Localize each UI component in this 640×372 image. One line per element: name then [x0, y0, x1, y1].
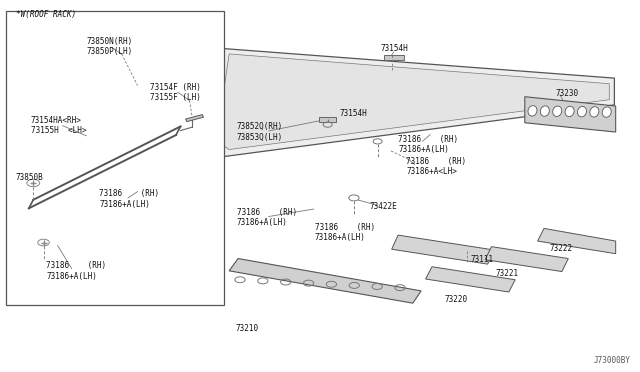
Text: 73186    (RH)
73186+A(LH): 73186 (RH) 73186+A(LH)	[99, 189, 159, 209]
Ellipse shape	[553, 106, 562, 116]
Text: 73154H: 73154H	[339, 109, 367, 118]
Ellipse shape	[577, 106, 586, 117]
Polygon shape	[186, 115, 204, 122]
Polygon shape	[206, 48, 614, 157]
Text: 73186    (RH)
73186+A<LH>: 73186 (RH) 73186+A<LH>	[406, 157, 467, 176]
Text: 73221: 73221	[496, 269, 519, 278]
Ellipse shape	[565, 106, 574, 117]
Text: 73220: 73220	[445, 295, 468, 304]
Ellipse shape	[528, 106, 537, 116]
Text: *W(ROOF RACK): *W(ROOF RACK)	[16, 10, 76, 19]
Text: 73230: 73230	[556, 89, 579, 98]
Polygon shape	[216, 54, 609, 150]
Polygon shape	[426, 267, 515, 292]
Text: 73186    (RH)
73186+A(LH): 73186 (RH) 73186+A(LH)	[398, 135, 458, 154]
Polygon shape	[485, 247, 568, 272]
Text: 73186    (RH)
73186+A(LH): 73186 (RH) 73186+A(LH)	[237, 208, 297, 227]
Text: 73154F (RH)
73155F (LH): 73154F (RH) 73155F (LH)	[150, 83, 201, 102]
Text: 73850B: 73850B	[16, 173, 44, 182]
Polygon shape	[384, 55, 404, 60]
Text: 73154HA<RH>
73155H  <LH>: 73154HA<RH> 73155H <LH>	[31, 116, 86, 135]
Ellipse shape	[590, 107, 599, 117]
Polygon shape	[319, 117, 336, 122]
Polygon shape	[538, 228, 616, 254]
Ellipse shape	[540, 106, 549, 116]
Bar	[6, 11, 224, 305]
Text: 73186    (RH)
73186+A(LH): 73186 (RH) 73186+A(LH)	[46, 261, 106, 280]
Text: 73422E: 73422E	[370, 202, 397, 211]
Polygon shape	[392, 235, 494, 264]
Text: 73210: 73210	[236, 324, 259, 333]
Text: 73186    (RH)
73186+A(LH): 73186 (RH) 73186+A(LH)	[315, 223, 375, 242]
Text: 73154H: 73154H	[381, 44, 408, 53]
Text: 73850N(RH)
73850P(LH): 73850N(RH) 73850P(LH)	[86, 37, 132, 56]
Polygon shape	[229, 259, 421, 303]
Text: J73000BY: J73000BY	[593, 356, 630, 365]
Text: 73222: 73222	[549, 244, 572, 253]
Ellipse shape	[602, 107, 611, 117]
Text: 73852Q(RH)
73853Q(LH): 73852Q(RH) 73853Q(LH)	[237, 122, 283, 142]
Text: 73111: 73111	[470, 255, 493, 264]
Polygon shape	[525, 97, 616, 132]
